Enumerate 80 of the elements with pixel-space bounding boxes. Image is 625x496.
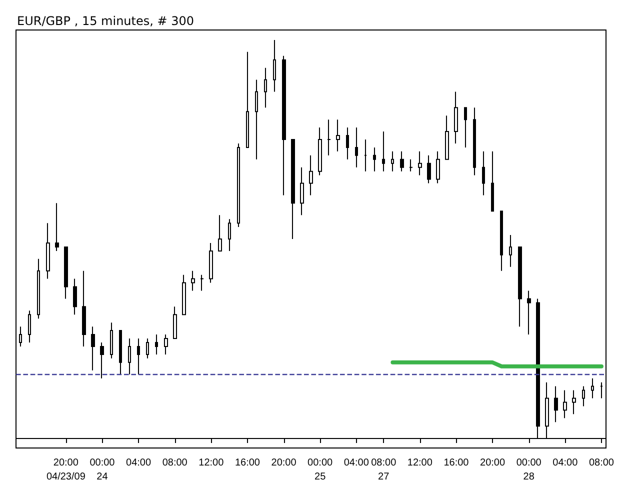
candlestick bbox=[554, 386, 558, 423]
x-tick-label: 12:00 bbox=[407, 458, 433, 468]
candlestick bbox=[445, 115, 449, 160]
candlestick bbox=[28, 310, 31, 344]
x-tick-label: 20:00 bbox=[480, 458, 506, 468]
candlestick bbox=[237, 142, 240, 228]
candlestick bbox=[409, 158, 413, 172]
candlestick bbox=[391, 150, 394, 172]
candlestick bbox=[255, 79, 258, 160]
x-tick-label: 00:00 24 bbox=[90, 458, 116, 482]
candlestick bbox=[418, 150, 422, 176]
x-tick-label: 00:00 25 bbox=[308, 458, 334, 482]
candlestick bbox=[582, 386, 585, 407]
x-tick-label: 00:00 28 bbox=[516, 458, 542, 482]
candlestick bbox=[146, 338, 149, 359]
candlestick bbox=[355, 127, 358, 168]
candlestick bbox=[518, 246, 522, 328]
candlestick bbox=[382, 131, 385, 172]
candlestick bbox=[19, 326, 22, 347]
x-tick-label: 04:00 bbox=[344, 458, 370, 468]
candlestick bbox=[173, 306, 177, 340]
candlestick bbox=[309, 154, 313, 196]
candlestick bbox=[527, 290, 531, 336]
candlestick bbox=[46, 222, 50, 280]
candlestick bbox=[491, 150, 494, 212]
candlestick bbox=[300, 166, 304, 216]
candlestick bbox=[119, 330, 122, 375]
x-tick-label: 16:00 bbox=[444, 458, 470, 468]
candlestick bbox=[373, 146, 376, 172]
candlestick bbox=[482, 150, 485, 196]
candlestick bbox=[400, 150, 404, 172]
candlestick bbox=[291, 138, 295, 240]
candlestick bbox=[318, 127, 322, 176]
candlestick bbox=[64, 246, 68, 300]
candlestick bbox=[336, 119, 340, 152]
candlestick bbox=[509, 234, 512, 268]
candlestick bbox=[591, 378, 594, 399]
candlestick bbox=[346, 127, 349, 160]
candlestick bbox=[600, 382, 603, 399]
candlestick bbox=[91, 326, 95, 371]
candlestick bbox=[182, 274, 186, 316]
x-tick-label: 20:00 bbox=[271, 458, 297, 468]
candlestick bbox=[137, 338, 140, 375]
candlestick bbox=[364, 138, 367, 172]
candlestick bbox=[427, 154, 431, 184]
candlestick bbox=[436, 150, 440, 184]
x-tick-label: 04:00 bbox=[552, 458, 578, 468]
x-tick-label: 16:00 bbox=[234, 458, 260, 468]
candlestick bbox=[128, 338, 131, 375]
x-tick-label: 08:00 bbox=[162, 458, 188, 468]
x-tick-label: 20:00 04/23/09 bbox=[46, 458, 86, 482]
candlestick bbox=[264, 67, 267, 108]
candlestick bbox=[218, 214, 222, 252]
candlestick bbox=[473, 107, 476, 176]
candlestick bbox=[73, 278, 77, 316]
candlestick bbox=[246, 51, 249, 148]
candlestick bbox=[82, 270, 86, 347]
candlestick bbox=[327, 119, 331, 156]
candlestick bbox=[500, 210, 503, 272]
chart-title: EUR/GBP , 15 minutes, # 300 bbox=[17, 14, 194, 28]
x-tick-label: 12:00 bbox=[198, 458, 224, 468]
candlestick bbox=[273, 39, 276, 92]
x-tick-label: 04:00 bbox=[126, 458, 152, 468]
candlestick bbox=[209, 242, 213, 284]
candlestick bbox=[100, 342, 104, 379]
candlestick bbox=[191, 270, 195, 292]
candlestick bbox=[563, 390, 567, 419]
candlestick bbox=[55, 202, 59, 252]
candlestick bbox=[164, 334, 168, 355]
candlestick bbox=[228, 218, 231, 252]
candlestick bbox=[155, 334, 158, 355]
x-tick-label: 08:00 bbox=[588, 458, 614, 468]
candlestick bbox=[110, 322, 113, 359]
x-tick-label: 08:00 27 bbox=[371, 458, 397, 482]
candlestick bbox=[454, 91, 458, 144]
candlestick bbox=[37, 258, 40, 320]
candlestick bbox=[200, 274, 204, 292]
candlestick bbox=[464, 107, 467, 148]
candlestick bbox=[282, 55, 286, 196]
candlestick bbox=[572, 390, 576, 415]
